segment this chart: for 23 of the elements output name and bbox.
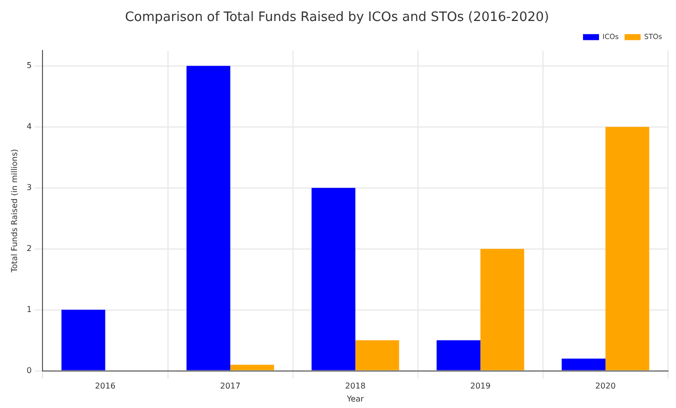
x-tick-label: 2019 [470, 382, 491, 391]
bar [186, 66, 230, 370]
bar [480, 248, 524, 370]
bar [312, 188, 356, 370]
y-tick-label: 1 [26, 304, 32, 314]
bar [436, 340, 480, 370]
y-tick-label: 0 [26, 366, 32, 375]
bar [230, 364, 274, 370]
x-tick-label: 2018 [345, 382, 366, 391]
x-tick-label: 2016 [95, 382, 116, 391]
y-axis-title: Total Funds Raised (in millions) [10, 148, 19, 274]
y-tick-label: 4 [26, 122, 32, 131]
bar [605, 126, 650, 370]
y-tick-label: 5 [26, 60, 32, 70]
y-tick-label: 3 [26, 182, 32, 192]
bar [355, 340, 400, 370]
x-tick-label: 2020 [595, 382, 616, 391]
y-tick-label: 2 [26, 244, 32, 253]
bar [562, 358, 606, 370]
bar [61, 310, 106, 370]
chart-title: Comparison of Total Funds Raised by ICOs and STOs (2016-2020) [124, 10, 550, 26]
x-axis-title: Year [346, 394, 365, 404]
x-tick-label: 2017 [220, 382, 240, 391]
